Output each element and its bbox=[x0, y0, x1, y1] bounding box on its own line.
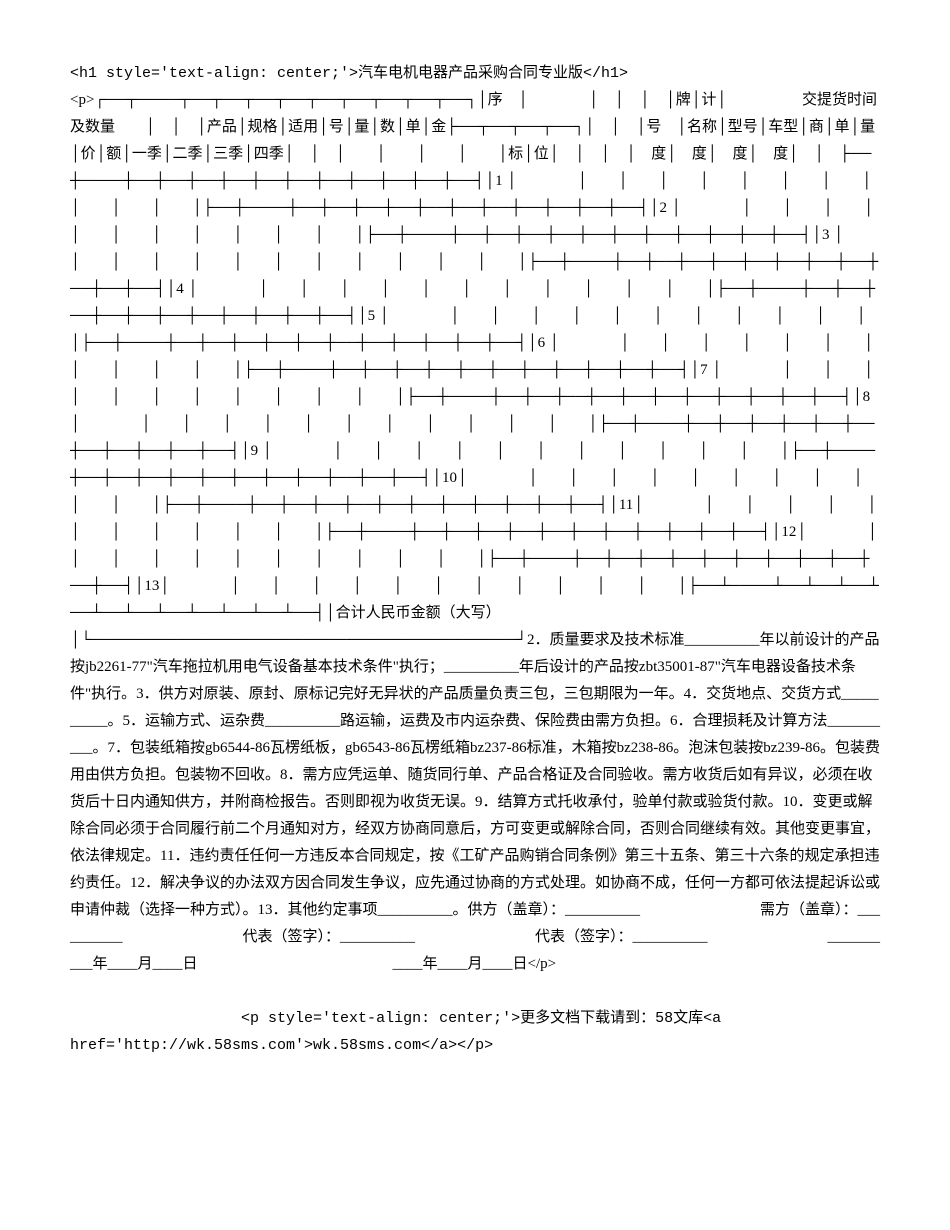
footer-suffix: </a></p> bbox=[421, 1037, 493, 1054]
table-ascii-block: <p>┌──┬────┬──┬──┬──┬──┬──┬──┬──┬──┬──┐│… bbox=[70, 92, 913, 648]
header-code-line: <h1 style='text-align: center;'>汽车电机电器产品… bbox=[70, 60, 880, 87]
footer-code-line: <p style='text-align: center;'>更多文档下载请到：… bbox=[70, 978, 880, 1059]
footer-link[interactable]: wk.58sms.com bbox=[313, 1037, 421, 1054]
contract-body-text: 2．质量要求及技术标准__________年以前设计的产品按jb2261-77"… bbox=[70, 632, 880, 972]
